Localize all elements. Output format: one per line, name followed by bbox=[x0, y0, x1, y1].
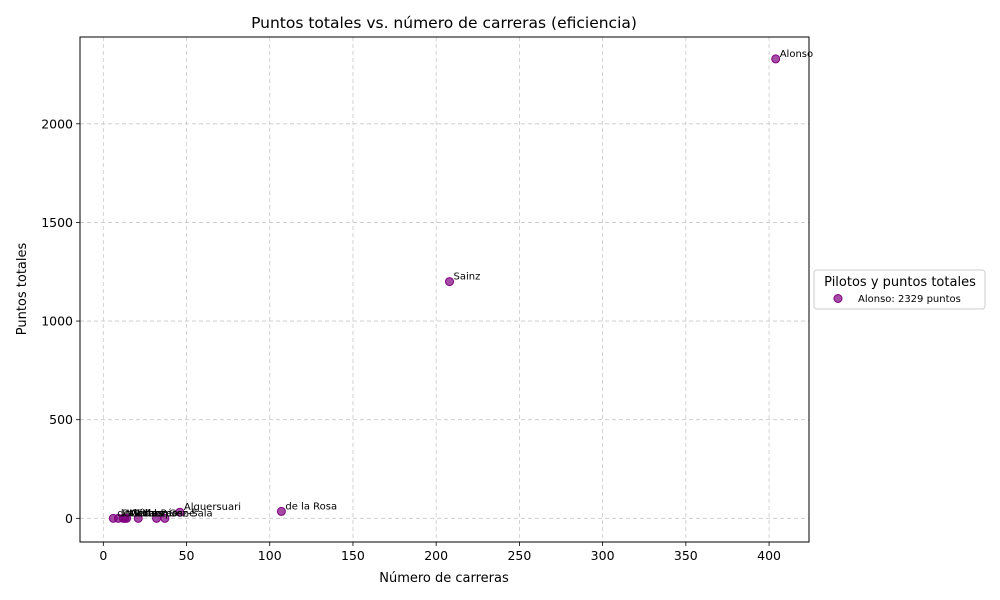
data-points bbox=[108, 54, 781, 523]
x-tick-label: 400 bbox=[757, 548, 781, 563]
x-tick-label: 250 bbox=[507, 548, 531, 563]
plot-frame bbox=[79, 36, 810, 543]
point-label: Palacios bbox=[122, 508, 162, 519]
legend-box bbox=[813, 269, 986, 310]
point-label: de Villota bbox=[117, 508, 164, 519]
x-tick-label: 300 bbox=[591, 548, 615, 563]
data-point bbox=[152, 513, 162, 523]
legend: Pilotos y puntos totales Alonso: 2329 pu… bbox=[813, 269, 986, 310]
point-label: de la Rosa bbox=[285, 501, 337, 512]
legend-entry-alonso: Alonso: 2329 puntos bbox=[858, 294, 961, 305]
point-label: Pérez-Sala bbox=[161, 507, 213, 519]
grid-lines bbox=[80, 37, 809, 542]
y-axis-ticks: 0 500 1000 1500 2000 bbox=[41, 116, 80, 526]
data-point bbox=[133, 513, 143, 523]
point-label: Alguersuari bbox=[184, 502, 241, 513]
x-tick-label: 50 bbox=[179, 548, 195, 563]
x-axis-ticks: 0 50 100 150 200 250 300 350 400 bbox=[99, 542, 781, 563]
y-tick-label: 1000 bbox=[41, 314, 73, 329]
x-tick-label: 100 bbox=[258, 548, 282, 563]
y-axis-label: Puntos totales bbox=[15, 243, 30, 336]
point-label: Gené bbox=[169, 507, 195, 519]
y-tick-label: 2000 bbox=[41, 116, 73, 131]
y-tick-label: 1500 bbox=[41, 215, 73, 230]
point-label: Gómez bbox=[131, 507, 166, 519]
x-tick-label: 150 bbox=[341, 548, 365, 563]
legend-marker bbox=[833, 294, 843, 303]
point-label: Sainz bbox=[453, 272, 480, 283]
data-point bbox=[771, 54, 781, 64]
y-tick-label: 0 bbox=[65, 511, 73, 526]
y-tick-label: 500 bbox=[49, 412, 73, 427]
x-tick-label: 200 bbox=[424, 548, 448, 563]
x-tick-label: 0 bbox=[99, 548, 107, 563]
data-point bbox=[276, 506, 286, 516]
point-label: Merhi bbox=[129, 508, 157, 519]
data-point bbox=[444, 277, 454, 287]
point-label: Villota bbox=[127, 508, 158, 519]
data-point bbox=[118, 513, 128, 523]
data-point bbox=[175, 507, 185, 517]
x-axis-label: Número de carreras bbox=[379, 571, 509, 586]
legend-title: Pilotos y puntos totales bbox=[824, 275, 976, 290]
chart-title: Puntos totales vs. número de carreras (e… bbox=[251, 14, 637, 32]
point-label: Campos bbox=[142, 508, 183, 519]
x-tick-label: 350 bbox=[674, 548, 698, 563]
point-label: Alonso bbox=[780, 49, 813, 60]
